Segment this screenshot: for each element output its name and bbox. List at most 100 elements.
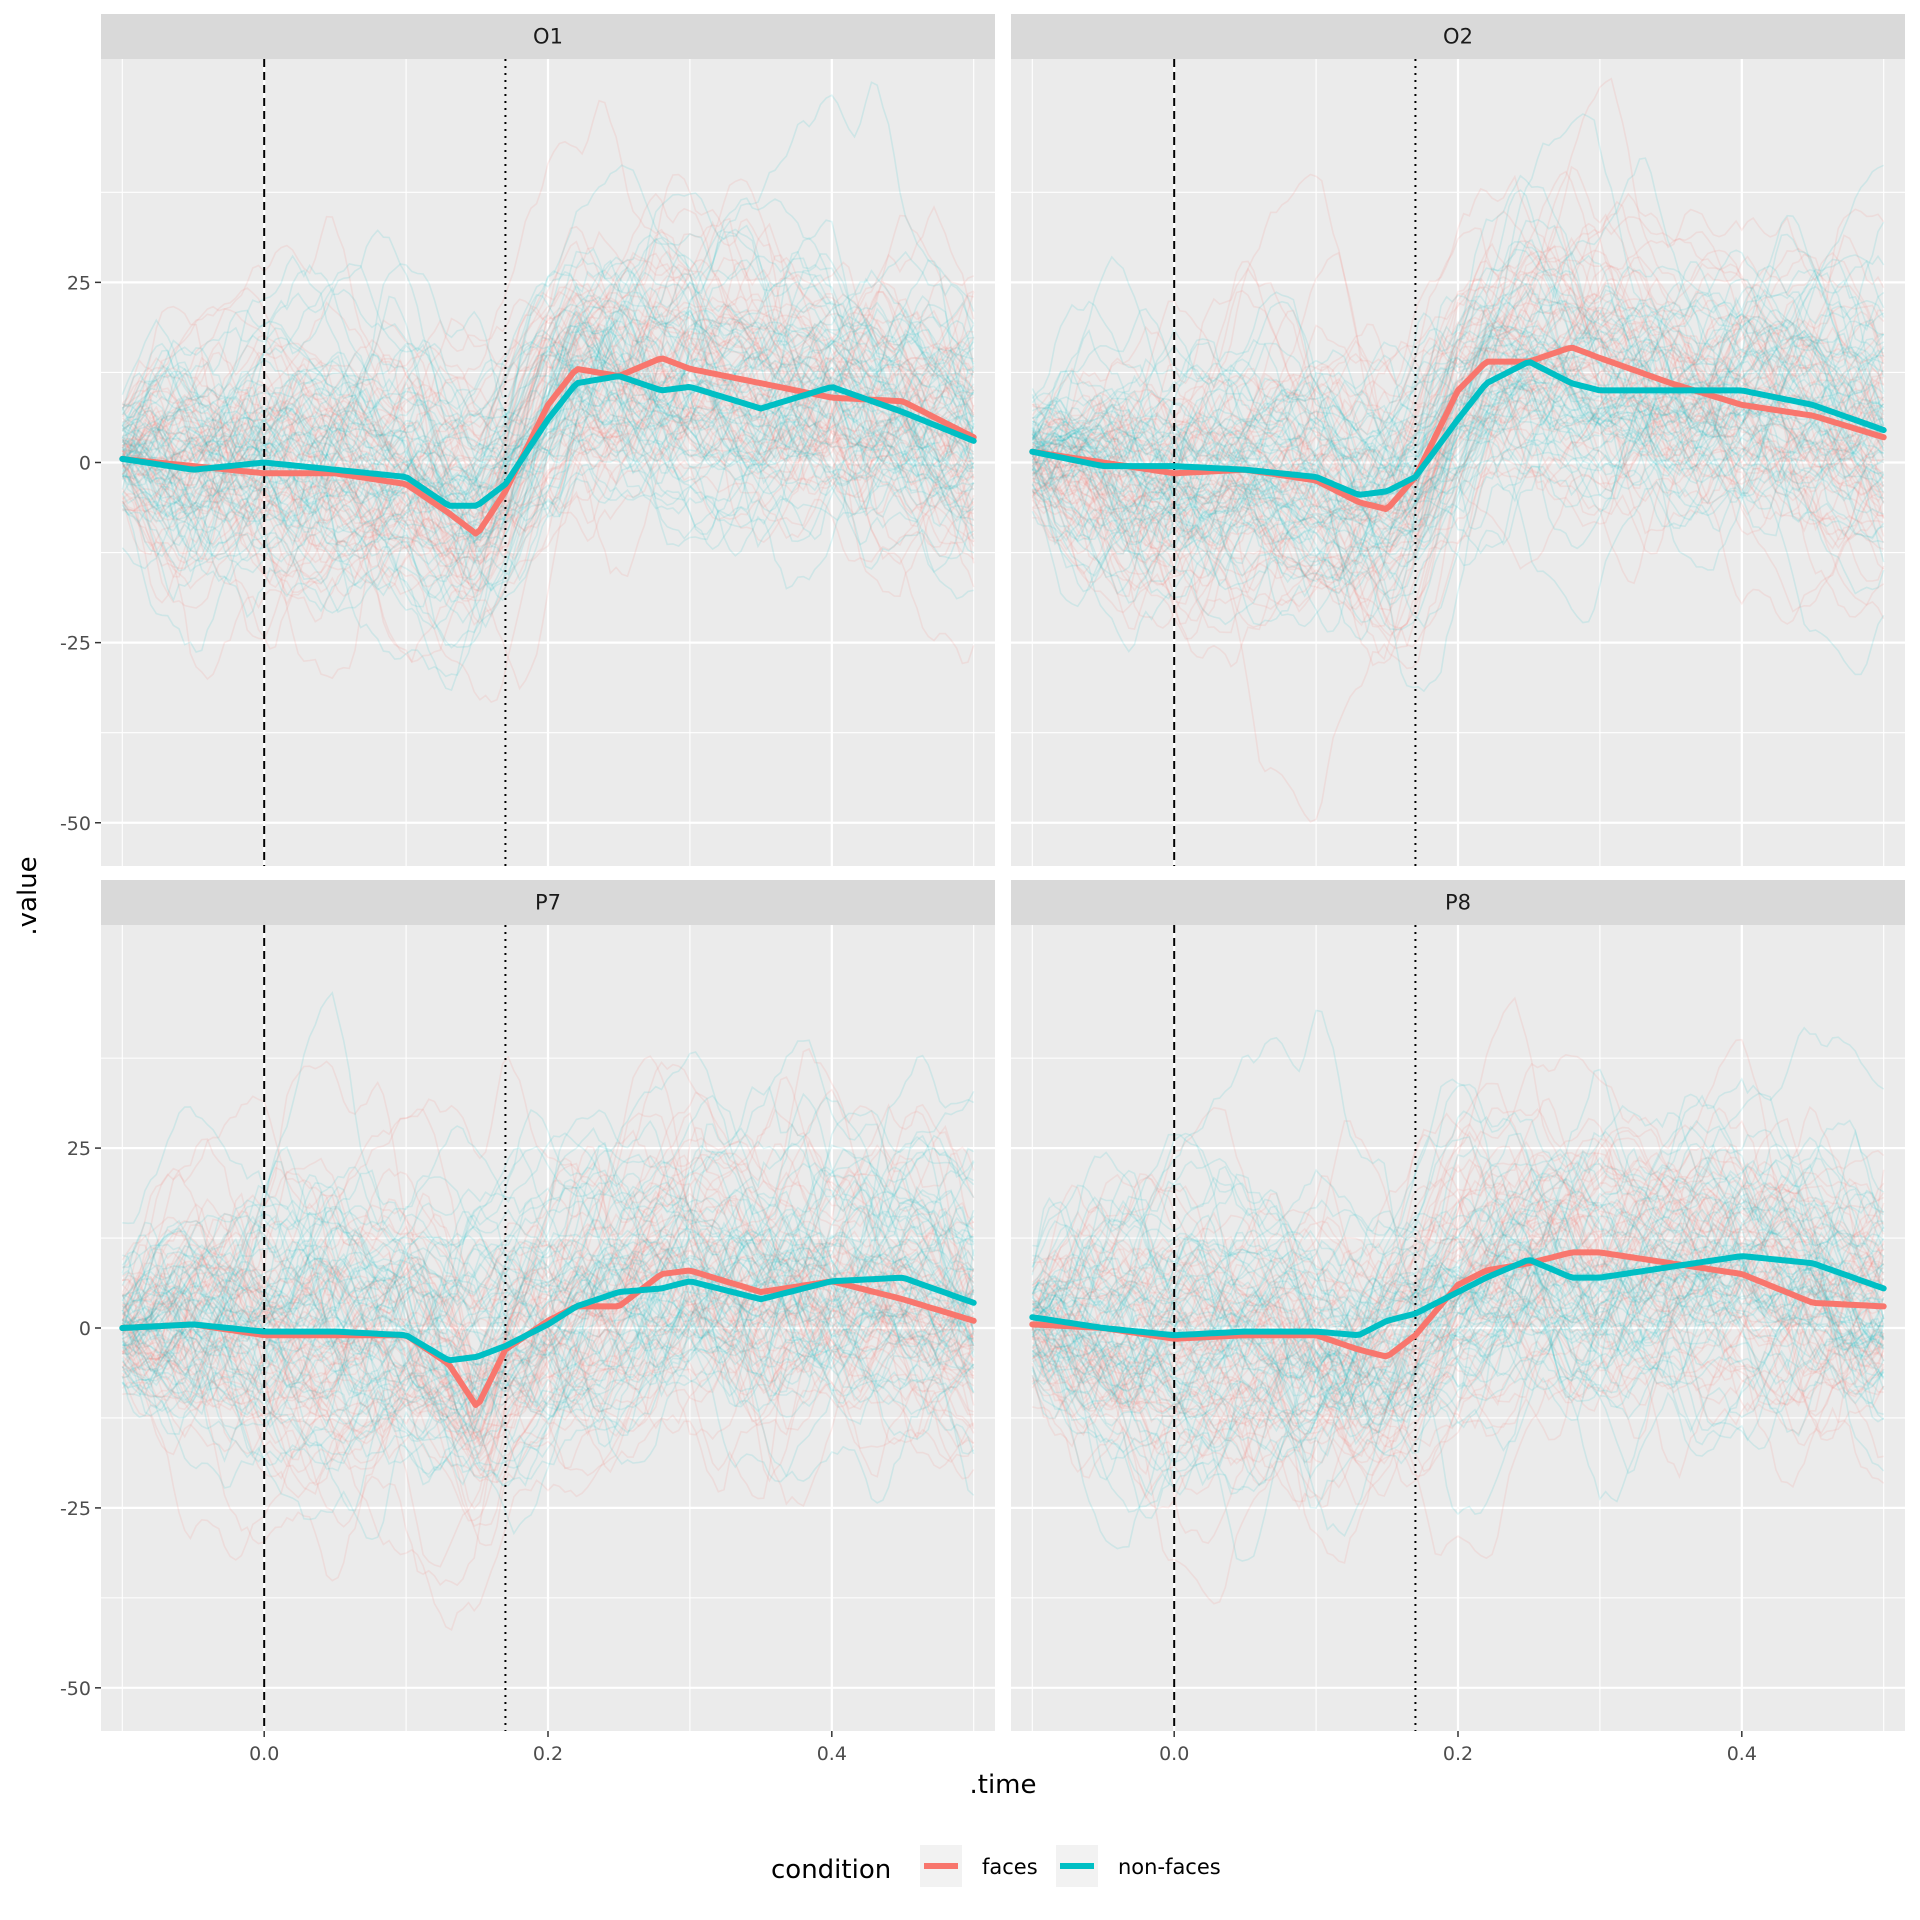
single-trial-line	[1031, 1120, 1885, 1423]
series-line-non-faces	[1029, 1253, 1887, 1339]
y-tick-label: 25	[67, 1138, 91, 1160]
single-trial-line	[122, 1060, 975, 1449]
single-trial-line	[122, 1132, 974, 1363]
single-trial-line	[1031, 1078, 1885, 1472]
single-trial-line	[121, 314, 975, 568]
y-tick-label: -25	[60, 633, 91, 655]
facet-strip	[101, 880, 995, 925]
single-trial-line	[121, 252, 975, 596]
single-trial-line	[121, 269, 974, 536]
single-trial-line	[121, 1174, 975, 1474]
single-trial-line	[1032, 1239, 1885, 1450]
facet-strip	[1011, 880, 1905, 925]
single-trial-line	[121, 1133, 975, 1344]
series-line-non-faces	[1029, 359, 1887, 498]
single-trial-line	[121, 340, 975, 525]
single-trial-line	[121, 1091, 975, 1433]
single-trial-line	[1031, 308, 1885, 470]
single-trial-line	[1031, 278, 1884, 588]
single-trial-line	[121, 1147, 975, 1397]
single-trial-line	[1031, 373, 1885, 693]
x-tick-label: 0.2	[1443, 1743, 1473, 1765]
single-trial-line	[1031, 346, 1885, 625]
single-trial-line	[1032, 77, 1884, 510]
single-trial-line	[1031, 1260, 1885, 1605]
single-trial-line	[1031, 286, 1885, 497]
single-trial-line	[121, 364, 975, 558]
single-trial-line	[1031, 1174, 1885, 1431]
single-trial-line	[1031, 1197, 1885, 1458]
y-axis-title: .value	[13, 856, 43, 935]
single-trial-line	[121, 274, 975, 518]
single-trial-line	[121, 323, 975, 524]
single-trial-line	[1031, 157, 1885, 505]
single-trial-line	[121, 1248, 975, 1440]
single-trial-line	[121, 309, 974, 630]
single-trial-line	[121, 1182, 975, 1433]
x-axis-title: .time	[969, 1770, 1036, 1800]
single-trial-line	[1031, 389, 1885, 624]
single-trial-line	[121, 1127, 974, 1479]
legend-title: condition	[771, 1855, 891, 1885]
single-trial-line	[122, 1155, 975, 1479]
single-trial-line	[121, 1142, 975, 1435]
single-trial-line	[121, 1219, 975, 1375]
single-trial-line	[122, 293, 974, 625]
single-trial-line	[1031, 258, 1885, 513]
y-tick-label: -25	[60, 1498, 91, 1520]
single-trial-line	[1031, 1222, 1885, 1446]
single-trial-line	[122, 290, 975, 548]
single-trial-line	[122, 1204, 975, 1414]
single-trial-line	[1031, 338, 1884, 538]
single-trial-line	[1031, 300, 1885, 514]
single-trial-line	[1031, 1163, 1885, 1442]
single-trial-line	[1031, 1145, 1885, 1382]
single-trial-line	[1031, 1191, 1885, 1519]
single-trial-line	[121, 1249, 975, 1484]
single-trial-line	[121, 1144, 974, 1325]
single-trial-line	[1031, 231, 1885, 499]
single-trial-line	[1032, 1105, 1885, 1435]
single-trial-line	[1031, 1201, 1884, 1406]
single-trial-line	[1031, 381, 1884, 612]
legend-label: non-faces	[1118, 1855, 1221, 1879]
single-trial-line	[1031, 1083, 1885, 1434]
single-trial-line	[1031, 1130, 1885, 1360]
single-trial-line	[121, 316, 974, 532]
single-trial-line	[121, 1233, 975, 1440]
single-trial-line	[121, 1197, 975, 1461]
single-trial-line	[121, 307, 975, 560]
single-trial-line	[1032, 317, 1884, 632]
single-trial-line	[121, 392, 975, 609]
single-trial-line	[1032, 226, 1885, 578]
single-trial-line	[122, 335, 975, 475]
x-tick-label: 0.2	[533, 1743, 563, 1765]
single-trial-line	[121, 1198, 975, 1476]
x-tick-label: 0.0	[249, 1743, 279, 1765]
single-trial-line	[1031, 305, 1884, 512]
single-trial-line	[121, 1139, 975, 1441]
single-trial-line	[1031, 216, 1885, 448]
series-line-faces	[1029, 344, 1887, 512]
panel-o1: O1 -50 -25 0 25	[60, 14, 995, 866]
single-trial-line	[1031, 292, 1884, 580]
single-trial-line	[1031, 1093, 1885, 1420]
single-trial-line	[1031, 1173, 1885, 1364]
single-trial-line	[121, 228, 975, 619]
series-line-non-faces	[119, 373, 977, 509]
single-trial-line	[1031, 285, 1885, 628]
legend-label: faces	[982, 1855, 1038, 1879]
single-trial-line	[121, 1271, 975, 1480]
single-trial-line	[121, 320, 974, 691]
single-trial-line	[1031, 286, 1884, 546]
facet-strip	[101, 14, 995, 59]
single-trial-line	[121, 247, 974, 599]
single-trial-line	[1032, 329, 1885, 533]
single-trial-line	[121, 303, 975, 528]
series-line-faces	[1029, 1249, 1887, 1360]
y-tick-label: -50	[60, 813, 91, 835]
single-trial-line	[1031, 304, 1885, 553]
single-trial-line	[121, 1096, 975, 1394]
single-trial-line	[122, 428, 975, 585]
